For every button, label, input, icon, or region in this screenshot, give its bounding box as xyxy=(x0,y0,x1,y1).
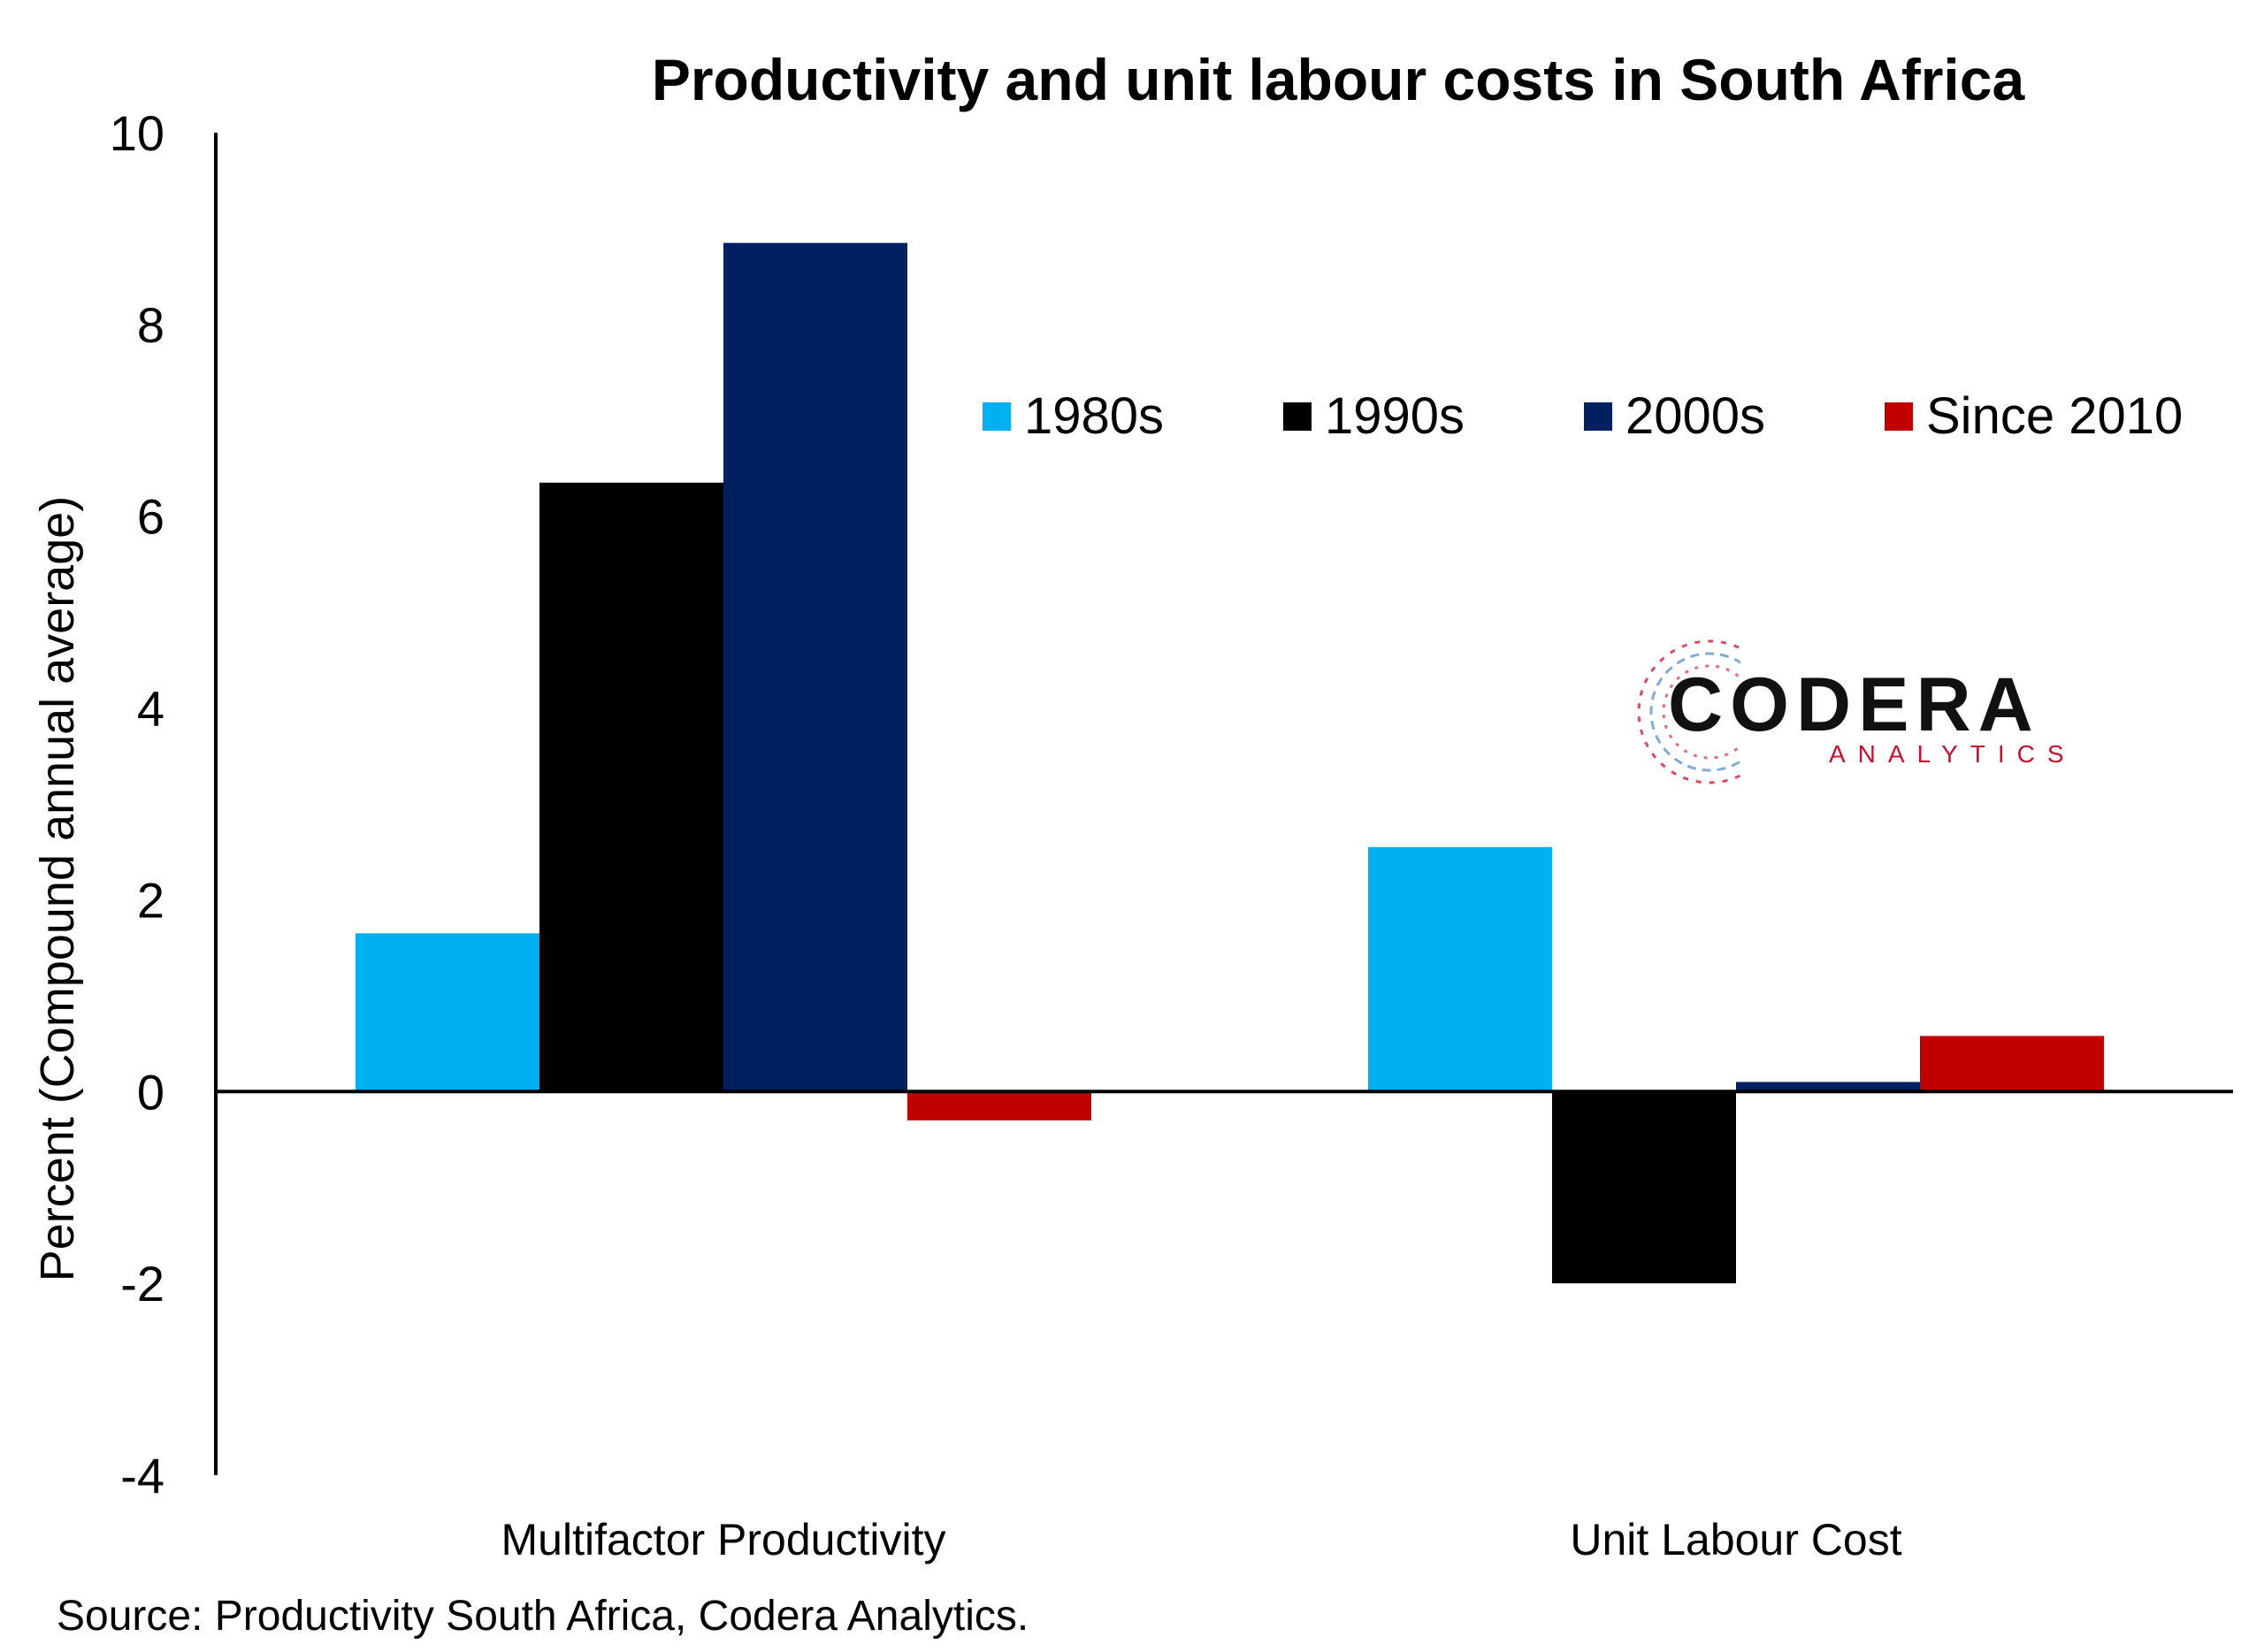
bar-1980s-multifactor-productivity xyxy=(356,933,539,1092)
y-tick-label: -2 xyxy=(120,1256,164,1312)
bar-1990s-multifactor-productivity xyxy=(539,482,723,1092)
bar-1990s-unit-labour-cost xyxy=(1552,1091,1736,1284)
y-tick-label: 10 xyxy=(110,105,164,161)
legend-label: 1990s xyxy=(1325,387,1465,445)
bar-2000s-unit-labour-cost xyxy=(1736,1082,1920,1092)
legend-label: 2000s xyxy=(1625,387,1765,445)
logo-name: CODERA xyxy=(1668,662,2040,747)
chart-title: Productivity and unit labour costs in So… xyxy=(652,47,2026,112)
y-tick-label: 2 xyxy=(137,872,164,928)
y-axis-title: Percent (Compound annual average) xyxy=(31,496,84,1282)
codera-logo: CODERA ANALYTICS xyxy=(1637,639,2077,784)
logo-tagline: ANALYTICS xyxy=(1829,740,2077,768)
bar-since-2010-multifactor-productivity xyxy=(907,1091,1091,1120)
y-tick-label: 4 xyxy=(137,681,164,737)
legend-swatch xyxy=(983,402,1011,431)
category-labels: Multifactor Productivity Unit Labour Cost xyxy=(501,1515,1902,1564)
legend-swatch xyxy=(1885,402,1913,431)
legend: 1980s 1990s 2000s Since 2010 xyxy=(983,387,2183,445)
y-axis-ticks: -4 -2 0 2 4 6 8 10 xyxy=(110,105,164,1503)
y-tick-label: 0 xyxy=(137,1064,164,1120)
bar-since-2010-unit-labour-cost xyxy=(1920,1036,2104,1092)
category-label: Multifactor Productivity xyxy=(501,1515,946,1564)
y-tick-label: -4 xyxy=(120,1448,164,1503)
bar-1980s-unit-labour-cost xyxy=(1368,846,1552,1092)
category-label: Unit Labour Cost xyxy=(1570,1515,1901,1564)
y-tick-label: 8 xyxy=(137,297,164,353)
legend-label: Since 2010 xyxy=(1926,387,2183,445)
bars xyxy=(356,242,2104,1284)
codera-logo-mark xyxy=(1637,639,1873,784)
bar-2000s-multifactor-productivity xyxy=(723,242,907,1092)
y-tick-label: 6 xyxy=(137,489,164,545)
legend-label: 1980s xyxy=(1024,387,1164,445)
legend-swatch xyxy=(1584,402,1612,431)
legend-swatch xyxy=(1283,402,1312,431)
source-note: Source: Productivity South Africa, Coder… xyxy=(57,1593,1029,1640)
